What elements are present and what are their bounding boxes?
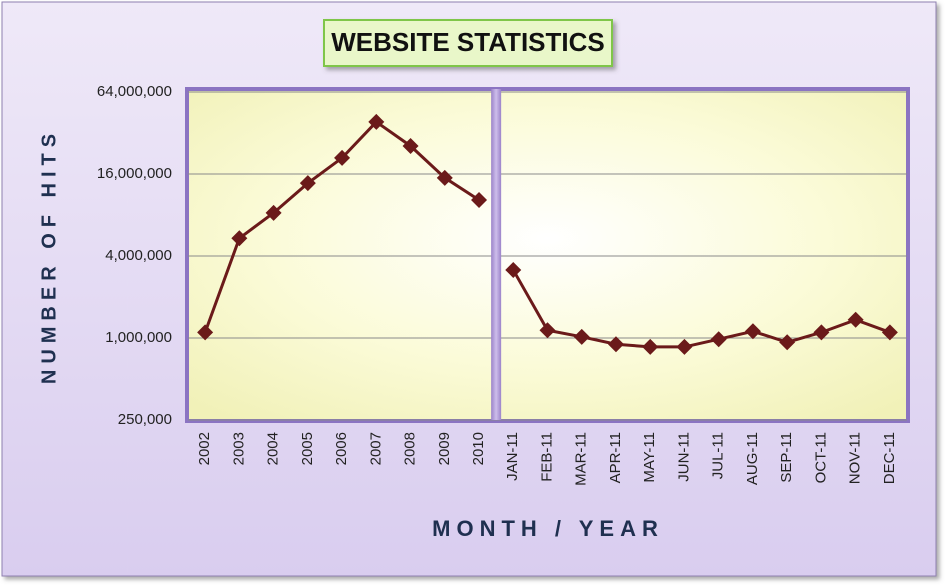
x-tick-label: 2006 xyxy=(333,432,350,465)
marker xyxy=(779,334,796,351)
marker xyxy=(265,204,282,221)
x-tick-label: 2005 xyxy=(299,432,316,465)
marker xyxy=(231,230,248,247)
y-axis-title: NUMBER OF HITS xyxy=(38,128,60,384)
x-tick-label: 2010 xyxy=(470,432,487,465)
x-tick-label: 2007 xyxy=(367,432,384,465)
y-tick-label: 1,000,000 xyxy=(105,329,172,346)
x-tick-label: 2008 xyxy=(402,432,419,465)
y-tick-label: 4,000,000 xyxy=(105,247,172,264)
x-tick-label: AUG-11 xyxy=(744,432,761,485)
y-tick-label: 16,000,000 xyxy=(97,165,172,182)
x-tick-label: JUN-11 xyxy=(675,432,692,482)
x-tick-label: SEP-11 xyxy=(778,432,795,483)
x-tick-label: MAR-11 xyxy=(573,432,590,486)
separator xyxy=(491,89,502,420)
x-tick-label: JUL-11 xyxy=(710,432,727,479)
marker xyxy=(813,324,830,341)
x-tick-label: 2009 xyxy=(436,432,453,465)
marker xyxy=(505,261,522,278)
marker xyxy=(676,338,693,355)
marker xyxy=(471,192,488,209)
marker xyxy=(402,137,419,154)
chart-title: WEBSITE STATISTICS xyxy=(331,27,604,57)
marker xyxy=(299,175,316,192)
x-tick-label: 2002 xyxy=(196,432,213,465)
marker xyxy=(197,324,214,341)
x-tick-label: JAN-11 xyxy=(504,432,521,481)
x-tick-label: DEC-11 xyxy=(881,432,898,484)
y-tick-label: 64,000,000 xyxy=(97,83,172,100)
y-tick-label: 250,000 xyxy=(118,411,172,428)
marker xyxy=(368,113,385,130)
marker xyxy=(539,322,556,339)
plot-area xyxy=(185,87,910,423)
x-tick-label: APR-11 xyxy=(607,432,624,483)
marker xyxy=(847,311,864,328)
title-box xyxy=(323,19,613,67)
marker xyxy=(881,324,898,341)
x-tick-label: FEB-11 xyxy=(538,432,555,482)
marker xyxy=(334,149,351,166)
x-tick-label: NOV-11 xyxy=(847,432,864,484)
marker xyxy=(744,323,761,340)
x-tick-label: OCT-11 xyxy=(812,432,829,483)
x-axis-title: MONTH / YEAR xyxy=(432,516,664,541)
x-tick-label: 2004 xyxy=(265,432,282,465)
marker xyxy=(436,169,453,186)
marker xyxy=(607,336,624,353)
x-tick-label: 2003 xyxy=(230,432,247,465)
marker xyxy=(642,338,659,355)
marker xyxy=(710,331,727,348)
x-tick-label: MAY-11 xyxy=(641,432,658,483)
marker xyxy=(573,328,590,345)
